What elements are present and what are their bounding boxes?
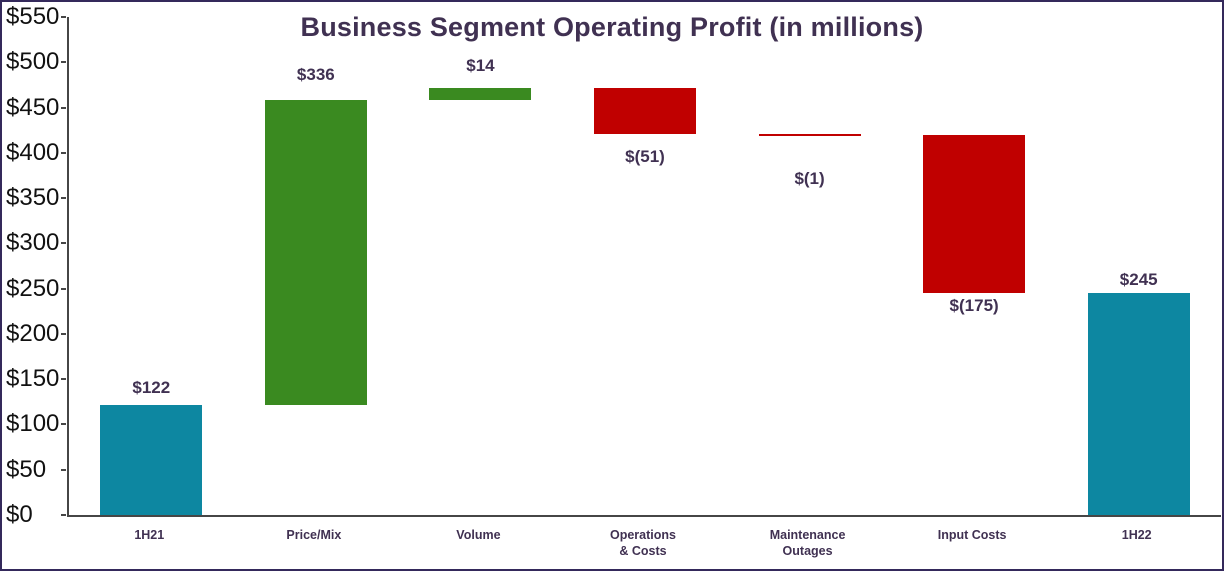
y-tick-label: $150 — [6, 365, 60, 393]
x-category-label: Price/Mix — [286, 528, 342, 542]
bar-value-label: $(51) — [625, 146, 665, 166]
y-tick-mark — [61, 468, 66, 471]
y-tick-mark — [61, 242, 66, 245]
x-category-label: 1H22 — [1121, 528, 1152, 542]
bar-maintenance-outages — [758, 133, 861, 136]
bar-1h21 — [100, 404, 203, 515]
y-tick-mark — [61, 106, 66, 109]
y-tick-label: $250 — [6, 274, 60, 302]
y-tick-mark — [61, 197, 66, 200]
bar-value-label: $14 — [466, 55, 495, 75]
y-tick-mark — [61, 514, 66, 516]
bar-value-label: $245 — [1119, 270, 1158, 290]
y-tick-label: $300 — [6, 229, 60, 257]
y-tick-label: $450 — [6, 93, 60, 121]
y-tick-mark — [61, 16, 66, 18]
bar-value-label: $122 — [132, 377, 171, 397]
x-category-label: 1H21 — [134, 528, 165, 542]
y-tick-label: $50 — [6, 455, 47, 483]
x-axis: 1H21 Price/Mix Volume Operations & Costs Mai… — [67, 527, 1219, 563]
x-category-label: Maintenance Outages — [769, 528, 846, 559]
bar-input-costs — [923, 134, 1026, 294]
y-tick-label: $500 — [6, 48, 60, 76]
y-tick-label: $0 — [6, 501, 33, 528]
x-category-label: Input Costs — [937, 528, 1007, 542]
y-tick-mark — [61, 423, 66, 426]
bar-1h22 — [1087, 293, 1190, 515]
bar-operations-costs — [593, 87, 696, 134]
bar-volume — [429, 87, 532, 101]
y-tick-mark — [61, 61, 66, 64]
bar-price-mix — [264, 100, 367, 405]
y-tick-mark — [61, 151, 66, 154]
y-tick-label: $100 — [6, 410, 60, 438]
plot-area: $122 $336 $14 $(51) $(1) $(175) $245 — [67, 17, 1221, 517]
y-tick-mark — [61, 332, 66, 335]
y-tick-mark — [61, 378, 66, 381]
bar-value-label: $(175) — [949, 296, 999, 316]
bar-value-label: $336 — [296, 65, 335, 85]
y-axis: $550 $500 $450 $400 $350 $300 $250 $200 $150 $100… — [6, 4, 66, 528]
y-tick-mark — [61, 287, 66, 290]
y-tick-label: $550 — [6, 3, 60, 30]
y-tick-label: $350 — [6, 184, 60, 212]
y-tick-label: $400 — [6, 138, 60, 166]
x-category-label: Volume — [456, 528, 501, 542]
y-tick-label: $200 — [6, 319, 60, 347]
x-category-label: Operations & Costs — [609, 528, 676, 559]
bar-value-label: $(1) — [794, 168, 825, 188]
chart-title: Business Segment Operating Profit (in mi… — [300, 12, 924, 42]
